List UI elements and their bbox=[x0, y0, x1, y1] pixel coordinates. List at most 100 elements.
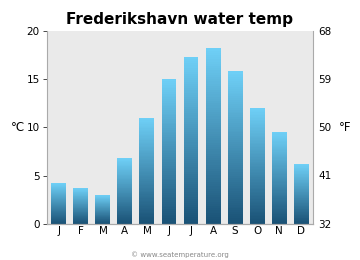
Bar bbox=[139, 176, 154, 177]
Bar bbox=[117, 179, 132, 180]
Bar bbox=[139, 140, 154, 142]
Bar bbox=[117, 206, 132, 207]
Bar bbox=[95, 197, 111, 198]
Bar bbox=[139, 135, 154, 136]
Bar bbox=[184, 194, 198, 197]
Bar bbox=[271, 199, 287, 201]
Bar bbox=[117, 214, 132, 216]
Bar bbox=[206, 164, 221, 167]
Bar bbox=[162, 144, 176, 146]
Bar bbox=[271, 197, 287, 198]
Bar bbox=[139, 173, 154, 175]
Bar bbox=[139, 169, 154, 171]
Bar bbox=[184, 63, 198, 66]
Bar bbox=[73, 218, 89, 219]
Bar bbox=[95, 212, 111, 213]
Bar bbox=[249, 173, 265, 174]
Bar bbox=[206, 125, 221, 127]
Bar bbox=[73, 206, 89, 207]
Bar bbox=[139, 141, 154, 143]
Bar bbox=[294, 218, 309, 219]
Bar bbox=[162, 99, 176, 101]
Bar bbox=[117, 209, 132, 210]
Bar bbox=[162, 205, 176, 207]
Bar bbox=[95, 210, 111, 211]
Bar bbox=[139, 171, 154, 172]
Bar bbox=[162, 130, 176, 132]
Bar bbox=[228, 193, 243, 195]
Bar bbox=[249, 183, 265, 185]
Bar bbox=[228, 172, 243, 174]
Bar bbox=[162, 81, 176, 83]
Bar bbox=[206, 155, 221, 158]
Bar bbox=[139, 122, 154, 123]
Bar bbox=[117, 218, 132, 219]
Bar bbox=[271, 164, 287, 165]
Bar bbox=[139, 219, 154, 221]
Bar bbox=[162, 94, 176, 95]
Bar bbox=[228, 212, 243, 214]
Bar bbox=[206, 48, 221, 51]
Bar bbox=[51, 218, 66, 219]
Bar bbox=[294, 182, 309, 183]
Bar bbox=[139, 183, 154, 184]
Bar bbox=[139, 152, 154, 153]
Bar bbox=[162, 182, 176, 184]
Bar bbox=[139, 192, 154, 193]
Bar bbox=[249, 124, 265, 126]
Bar bbox=[95, 195, 111, 196]
Bar bbox=[294, 178, 309, 179]
Bar bbox=[139, 160, 154, 161]
Bar bbox=[294, 167, 309, 168]
Bar bbox=[95, 196, 111, 197]
Bar bbox=[249, 121, 265, 122]
Bar bbox=[228, 77, 243, 79]
Bar bbox=[117, 177, 132, 178]
Bar bbox=[95, 196, 111, 197]
Bar bbox=[95, 221, 111, 222]
Bar bbox=[162, 169, 176, 171]
Bar bbox=[206, 188, 221, 191]
Bar bbox=[73, 199, 89, 200]
Bar bbox=[51, 212, 66, 213]
Bar bbox=[271, 209, 287, 210]
Bar bbox=[51, 188, 66, 189]
Bar bbox=[117, 163, 132, 164]
Bar bbox=[139, 190, 154, 192]
Bar bbox=[184, 138, 198, 140]
Bar bbox=[249, 133, 265, 134]
Bar bbox=[95, 222, 111, 223]
Bar bbox=[206, 127, 221, 129]
Bar bbox=[139, 128, 154, 130]
Bar bbox=[95, 199, 111, 200]
Bar bbox=[184, 74, 198, 76]
Bar bbox=[73, 220, 89, 221]
Bar bbox=[139, 156, 154, 158]
Bar bbox=[206, 107, 221, 110]
Bar bbox=[271, 163, 287, 164]
Bar bbox=[271, 211, 287, 212]
Bar bbox=[95, 206, 111, 207]
Bar bbox=[228, 117, 243, 119]
Bar bbox=[228, 134, 243, 136]
Bar bbox=[139, 186, 154, 188]
Bar bbox=[95, 201, 111, 202]
Bar bbox=[51, 216, 66, 217]
Bar bbox=[139, 189, 154, 191]
Bar bbox=[184, 67, 198, 70]
Bar bbox=[73, 203, 89, 204]
Bar bbox=[73, 208, 89, 209]
Bar bbox=[228, 149, 243, 151]
Bar bbox=[271, 181, 287, 183]
Bar bbox=[294, 212, 309, 213]
Bar bbox=[139, 120, 154, 122]
Bar bbox=[184, 103, 198, 105]
Bar bbox=[184, 134, 198, 136]
Bar bbox=[249, 203, 265, 205]
Bar bbox=[184, 140, 198, 142]
Bar bbox=[117, 186, 132, 187]
Bar bbox=[117, 197, 132, 198]
Bar bbox=[95, 223, 111, 224]
Bar bbox=[139, 185, 154, 187]
Bar bbox=[271, 183, 287, 185]
